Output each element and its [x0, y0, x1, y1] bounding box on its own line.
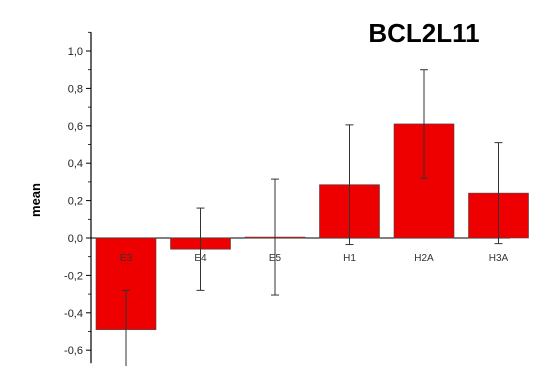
y-tick-label: 1,0 [68, 46, 83, 58]
category-label-e4: E4 [194, 253, 207, 264]
category-label-e3: E3 [120, 253, 133, 264]
axes: 1,0 0,8 0,6 0,4 0,2 0,0 -0,2 -0,4 -0,6 [64, 31, 510, 364]
chart-title: BCL2L11 [368, 18, 479, 48]
y-tick-label: -0,2 [64, 270, 83, 282]
y-tick-label: 0,8 [68, 83, 83, 95]
y-tick-label: 0,0 [68, 233, 83, 245]
y-tick-label: 0,4 [68, 158, 83, 170]
y-axis-label: mean [28, 183, 43, 217]
y-tick-label: -0,6 [64, 345, 83, 357]
y-tick-label: 0,6 [68, 121, 83, 133]
error-bars-group [122, 69, 503, 366]
category-label-h3a: H3A [489, 253, 509, 264]
category-label-e5: E5 [269, 253, 282, 264]
category-label-h2a: H2A [414, 253, 434, 264]
y-tick-label: 0,2 [68, 196, 83, 208]
category-labels-group: E3 E4 E5 H1 H2A H3A [120, 253, 509, 264]
category-label-h1: H1 [343, 253, 356, 264]
y-tick-label: -0,4 [64, 308, 83, 320]
bars-group [95, 123, 529, 330]
